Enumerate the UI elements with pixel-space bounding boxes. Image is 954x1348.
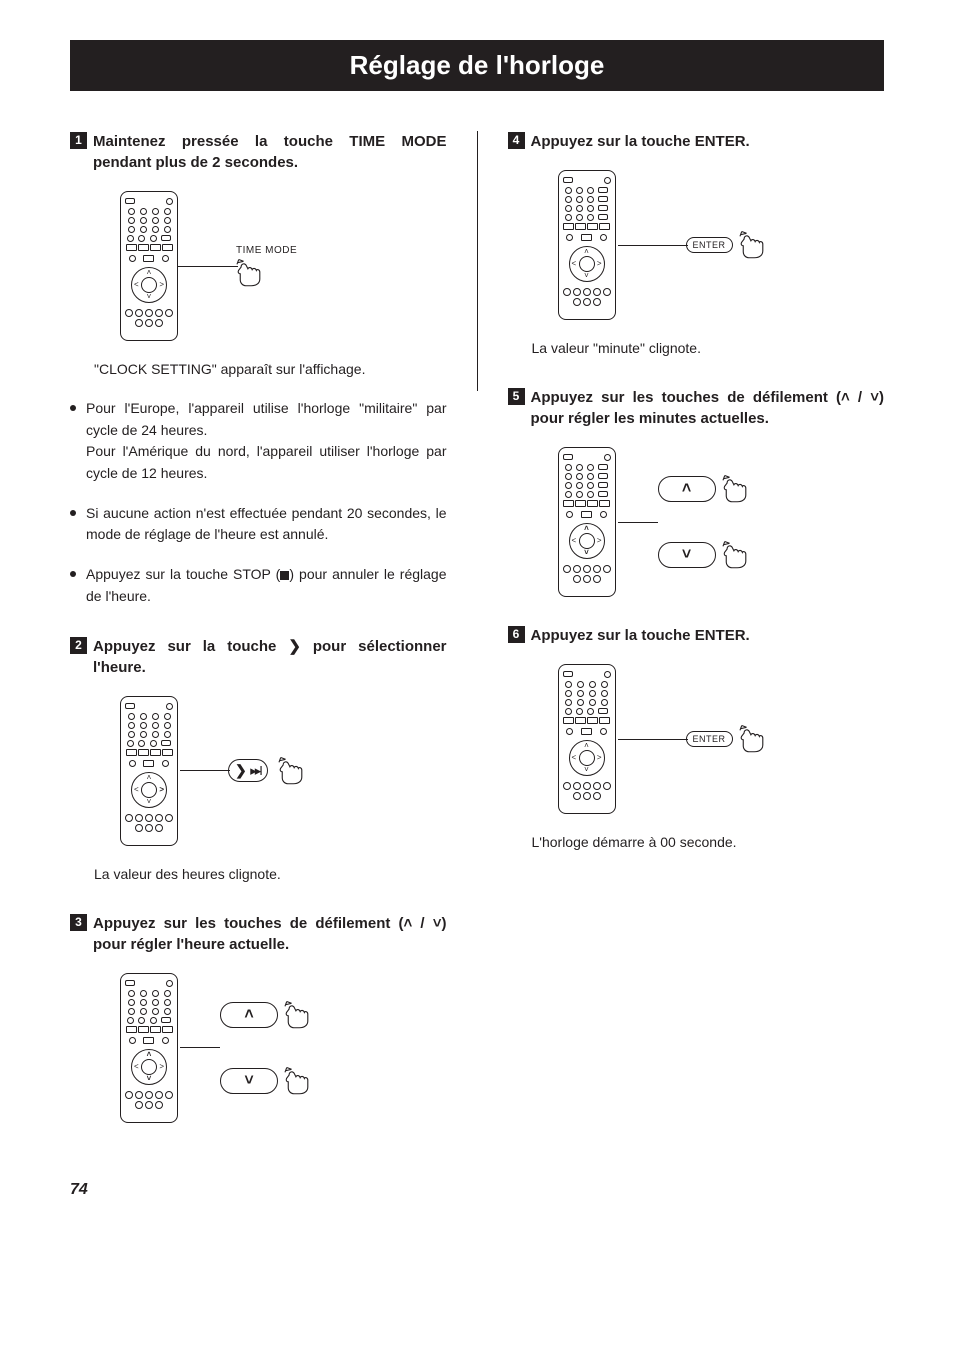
hand-pointer-icon [722,540,756,570]
remote-icon: ˄˅˂˃ [120,973,178,1123]
column-divider [477,131,478,391]
note-2: Si aucune action n'est effectuée pendant… [70,503,447,546]
remote-icon: ˄˅˂˃ [558,447,616,597]
fast-forward-icon: ▸▸I [250,763,261,779]
step-4-figure: ˄˅˂˃ ENTER [558,170,885,320]
up-arrow-icon: ˄ [841,389,850,406]
step-4: 4 Appuyez sur la touche ENTER. ˄˅˂˃ [508,131,885,359]
remote-icon: ˄˅˂˃ [558,170,616,320]
step-5: 5 Appuyez sur les touches de défilement … [508,387,885,597]
step-number-5: 5 [508,388,525,405]
hand-pointer-icon [739,230,773,260]
time-mode-label: TIME MODE [236,245,297,256]
page-title: Réglage de l'horloge [70,40,884,91]
scroll-up-icon: ˄ [220,1002,278,1028]
step-4-caption: La valeur "minute" clignote. [532,338,885,359]
step-5-figure: ˄˅˂˃ ˄ [558,447,885,597]
step-3-text: Appuyez sur les touches de défilement (˄… [93,913,447,955]
note-1: Pour l'Europe, l'appareil utilise l'horl… [70,398,447,485]
step-2-caption: La valeur des heures clignote. [94,864,447,885]
scroll-down-icon: ˅ [658,542,716,568]
step-number-3: 3 [70,914,87,931]
step-1-figure: ˄˅˂˃ TIME MODE [120,191,447,341]
step-6-text: Appuyez sur la touche ENTER. [531,625,885,646]
remote-icon: ˄˅˂˃ [558,664,616,814]
step-2-text: Appuyez sur la touche ❯ pour sélectionne… [93,636,447,678]
step-2: 2 Appuyez sur la touche ❯ pour sélection… [70,636,447,885]
step-3-figure: ˄˅˂˃ ˄ [120,973,447,1123]
hand-pointer-icon [278,756,312,786]
right-arrow-icon: ❯ [288,638,301,655]
up-arrow-icon: ˄ [404,915,413,932]
note-3: Appuyez sur la touche STOP () pour annul… [70,564,447,607]
step-1-text: Maintenez pressée la touche TIME MODE pe… [93,131,447,173]
enter-button-icon: ENTER [686,731,733,747]
step-number-4: 4 [508,132,525,149]
forward-button-icon: ❯ ▸▸I [228,759,268,782]
page-number: 74 [70,1181,884,1199]
remote-icon: ˄˅˂˃ [120,191,178,341]
scroll-up-icon: ˄ [658,476,716,502]
step-number-1: 1 [70,132,87,149]
step-number-6: 6 [508,626,525,643]
remote-icon: ˄˅˂˃ [120,696,178,846]
left-column: 1 Maintenez pressée la touche TIME MODE … [70,131,447,1151]
step-4-text: Appuyez sur la touche ENTER. [531,131,885,152]
hand-pointer-icon [739,724,773,754]
step-6-caption: L'horloge démarre à 00 seconde. [532,832,885,853]
notes-list: Pour l'Europe, l'appareil utilise l'horl… [70,398,447,608]
step-number-2: 2 [70,637,87,654]
step-5-text: Appuyez sur les touches de défilement (˄… [531,387,885,429]
down-arrow-icon: ˅ [870,389,879,406]
right-column: 4 Appuyez sur la touche ENTER. ˄˅˂˃ [508,131,885,1151]
step-3: 3 Appuyez sur les touches de défilement … [70,913,447,1123]
stop-icon [280,571,289,580]
down-arrow-icon: ˅ [433,915,442,932]
step-6: 6 Appuyez sur la touche ENTER. ˄˅˂˃ [508,625,885,853]
hand-pointer-icon [722,474,756,504]
enter-button-icon: ENTER [686,237,733,253]
hand-pointer-icon [236,258,270,288]
hand-pointer-icon [284,1000,318,1030]
scroll-down-icon: ˅ [220,1068,278,1094]
step-2-figure: ˄˅˂˃ ❯ ▸▸I [120,696,447,846]
step-1-caption: "CLOCK SETTING" apparaît sur l'affichage… [94,359,447,380]
step-1: 1 Maintenez pressée la touche TIME MODE … [70,131,447,608]
step-6-figure: ˄˅˂˃ ENTER [558,664,885,814]
hand-pointer-icon [284,1066,318,1096]
